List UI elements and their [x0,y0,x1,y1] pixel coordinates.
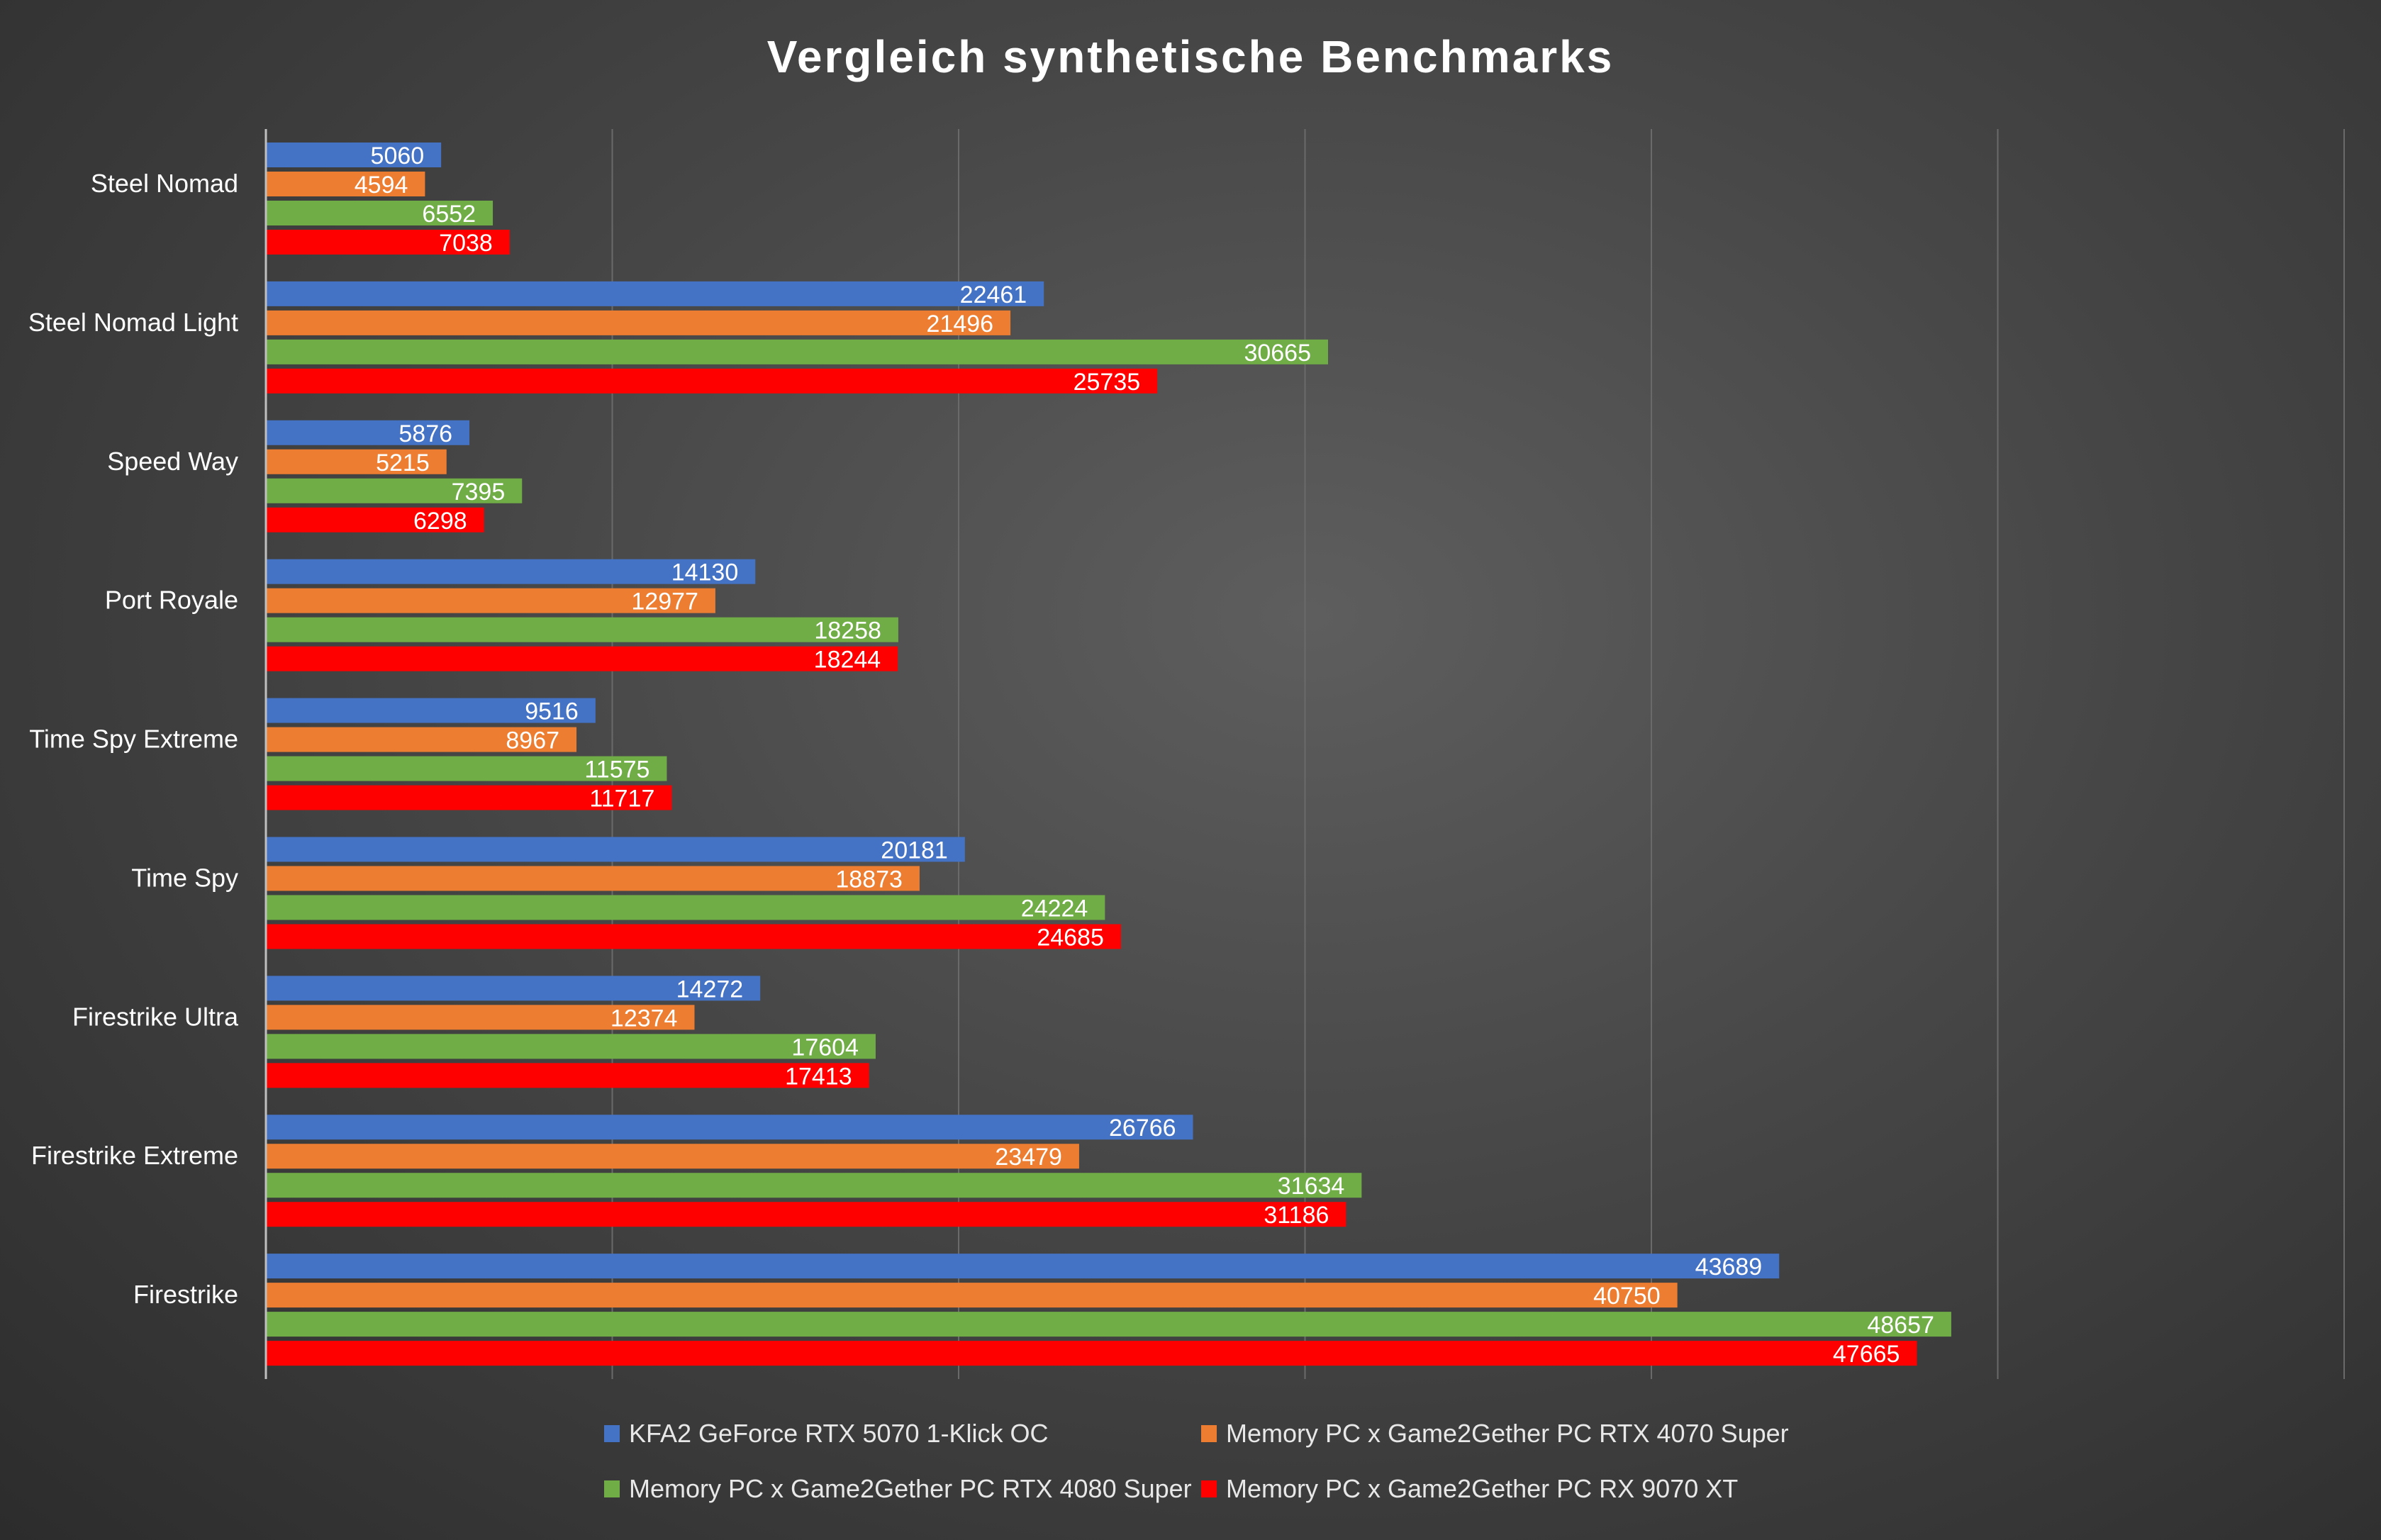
data-label: 18258 [814,618,881,645]
bar [266,559,756,584]
bar [266,976,761,1001]
data-label: 31186 [1264,1202,1329,1229]
legend-label: Memory PC x Game2Gether PC RTX 4080 Supe… [629,1474,1192,1503]
data-label: 5215 [376,450,430,476]
category-label: Steel Nomad Light [28,308,238,337]
data-label: 48657 [1867,1312,1934,1339]
bar [266,1341,1917,1366]
data-label: 47665 [1833,1341,1900,1368]
legend-label: Memory PC x Game2Gether PC RX 9070 XT [1226,1474,1738,1503]
category-label: Firestrike Extreme [31,1141,238,1170]
category-label: Time Spy Extreme [29,725,238,754]
bar [266,507,484,532]
category-label: Steel Nomad [91,169,238,198]
data-label: 14272 [676,976,744,1003]
data-label: 23479 [995,1144,1062,1171]
bar [266,646,898,671]
legend-item: Memory PC x Game2Gether PC RX 9070 XT [1201,1474,1738,1503]
data-label: 22461 [960,281,1027,308]
data-label: 12374 [610,1005,678,1032]
category-labels: Steel Nomad Steel Nomad Light Speed Way Por… [28,169,239,1309]
bar [266,924,1121,949]
bar [266,1202,1346,1227]
bar [266,172,425,196]
bar [266,1063,869,1088]
bar [266,1173,1362,1198]
data-label: 11575 [584,757,649,783]
bar [266,1312,1951,1337]
data-label: 6298 [413,508,467,535]
legend-label: KFA2 GeForce RTX 5070 1-Klick OC [629,1419,1049,1448]
category-label: Speed Way [107,447,238,476]
legend-swatch [604,1425,620,1442]
bar [266,588,715,613]
data-label: 17413 [785,1063,852,1090]
bar [266,420,470,445]
category-label: Firestrike Ultra [72,1002,239,1031]
bar [266,478,523,503]
data-label: 18244 [814,647,881,674]
data-label: 6552 [422,201,476,228]
data-label: 7038 [439,230,493,257]
data-label: 4594 [355,172,408,199]
bar [266,837,965,862]
bar [266,310,1011,335]
data-label: 11717 [589,786,654,813]
data-label: 24224 [1021,895,1088,922]
chart-title: Vergleich synthetische Benchmarks [767,31,1615,82]
category-label: Time Spy [131,863,238,892]
legend-item: Memory PC x Game2Gether PC RTX 4080 Supe… [604,1474,1192,1503]
data-label: 9516 [525,698,579,725]
bar [266,866,920,891]
legend-swatch [1201,1480,1217,1497]
data-label: 17604 [791,1034,859,1061]
data-label: 43689 [1695,1254,1763,1280]
data-label: 12977 [631,588,698,615]
bar [266,339,1328,364]
bar [266,756,667,781]
data-label: 5060 [371,143,425,169]
bar [266,1034,876,1059]
bar [266,1005,695,1030]
data-label: 8967 [506,727,559,754]
data-label: 7395 [452,479,506,506]
bar [266,281,1044,306]
bar [266,143,442,167]
data-label: 40750 [1593,1283,1661,1310]
bar [266,698,596,723]
bar [266,785,672,810]
bar [266,1144,1079,1169]
bar [266,201,494,225]
bar [266,368,1158,394]
gridlines [611,129,2345,1379]
legend-item: KFA2 GeForce RTX 5070 1-Klick OC [604,1419,1049,1448]
legend: KFA2 GeForce RTX 5070 1-Klick OC Memory P… [604,1419,1789,1503]
category-label: Firestrike [133,1280,238,1309]
data-label: 5876 [398,420,452,447]
data-label: 25735 [1074,369,1141,396]
data-label: 21496 [927,311,994,337]
category-label: Port Royale [105,586,238,615]
legend-swatch [1201,1425,1217,1442]
data-label: 14130 [671,559,739,586]
bar [266,895,1105,920]
bar [266,727,577,752]
data-label: 30665 [1244,340,1311,367]
bar [266,230,510,255]
data-label: 20181 [881,837,948,864]
legend-swatch [604,1480,620,1497]
bar [266,1283,1678,1308]
bar [266,617,898,642]
legend-label: Memory PC x Game2Gether PC RTX 4070 Supe… [1226,1419,1789,1448]
data-label: 18873 [835,866,903,893]
bar [266,1115,1193,1140]
bar [266,449,447,474]
bar [266,1254,1780,1279]
data-label: 26766 [1109,1115,1176,1142]
data-label: 24685 [1037,924,1104,951]
data-label: 31634 [1278,1173,1345,1200]
legend-item: Memory PC x Game2Gether PC RTX 4070 Supe… [1201,1419,1789,1448]
